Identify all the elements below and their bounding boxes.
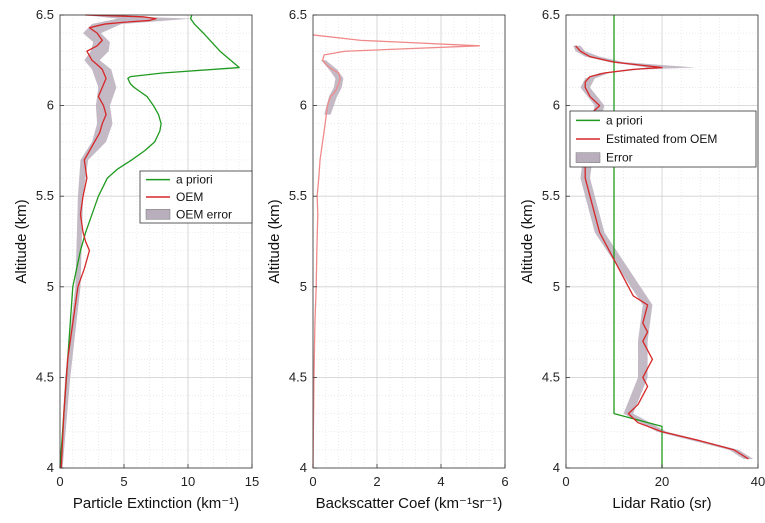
y-tick-label: 6.5 [289, 7, 307, 22]
x-tick-label: 20 [655, 474, 669, 489]
y-tick-label: 5.5 [542, 188, 560, 203]
y-axis-label: Altitude (km) [519, 199, 536, 283]
x-tick-label: 6 [501, 474, 508, 489]
x-tick-label: 15 [245, 474, 259, 489]
error-band [573, 45, 754, 459]
y-tick-label: 6.5 [542, 7, 560, 22]
legend-label: Error [606, 151, 633, 165]
y-tick-label: 4.5 [289, 369, 307, 384]
legend-swatch [145, 209, 171, 220]
y-axis-label: Altitude (km) [266, 199, 283, 283]
legend: a priori Estimated from OEM Error [569, 110, 757, 168]
y-tick-label: 4.5 [36, 369, 54, 384]
y-tick-label: 5.5 [289, 188, 307, 203]
legend-box [569, 110, 757, 168]
y-tick-label: 5 [300, 279, 307, 294]
x-tick-label: 4 [437, 474, 444, 489]
legend-label: Estimated from OEM [606, 132, 717, 146]
x-tick-label: 40 [751, 474, 765, 489]
legend-label: a priori [606, 113, 643, 127]
x-tick-label: 2 [373, 474, 380, 489]
series-line-oem [60, 14, 157, 469]
x-tick-label: 5 [120, 474, 127, 489]
chart-panel-3: 0 20 40 4 4.5 5 5.5 6 6.5 Lidar Ratio (sr) Altitud… [519, 7, 765, 512]
legend-swatch [575, 152, 601, 163]
x-axis-label: Backscatter Coef (km⁻¹sr⁻¹) [316, 495, 503, 512]
chart-panel-1: 0 5 10 15 4 4.5 5 5.5 6 6.5 Particle Extinction (k… [13, 7, 259, 512]
x-axis-label: Lidar Ratio (sr) [612, 495, 711, 512]
y-tick-label: 6 [47, 98, 54, 113]
x-tick-label: 0 [309, 474, 316, 489]
x-axis-label: Particle Extinction (km⁻¹) [73, 495, 239, 512]
x-tick-label: 0 [56, 474, 63, 489]
y-tick-label: 6 [553, 98, 560, 113]
chart-panel-2: 0 2 4 6 4 4.5 5 5.5 6 6.5 Backscatter Coef (km⁻¹sr… [266, 7, 509, 512]
x-tick-label: 0 [562, 474, 569, 489]
legend-label: a priori [176, 173, 213, 187]
y-tick-label: 4.5 [542, 369, 560, 384]
plot-area [313, 15, 505, 468]
legend: a priori OEM OEM error [139, 170, 253, 224]
y-tick-label: 4 [300, 460, 307, 475]
y-tick-label: 6 [300, 98, 307, 113]
y-tick-label: 6.5 [36, 7, 54, 22]
legend-label: OEM error [176, 207, 232, 221]
y-tick-label: 5 [553, 279, 560, 294]
axes-box [312, 14, 506, 469]
plot-area [60, 15, 252, 468]
y-tick-label: 4 [553, 460, 560, 475]
y-tick-label: 5 [47, 279, 54, 294]
y-tick-label: 5.5 [36, 188, 54, 203]
y-axis-label: Altitude (km) [13, 199, 30, 283]
y-tick-label: 4 [47, 460, 54, 475]
legend-label: OEM [176, 190, 203, 204]
axes-box [59, 14, 253, 469]
error-band [321, 60, 344, 115]
x-tick-label: 10 [181, 474, 195, 489]
